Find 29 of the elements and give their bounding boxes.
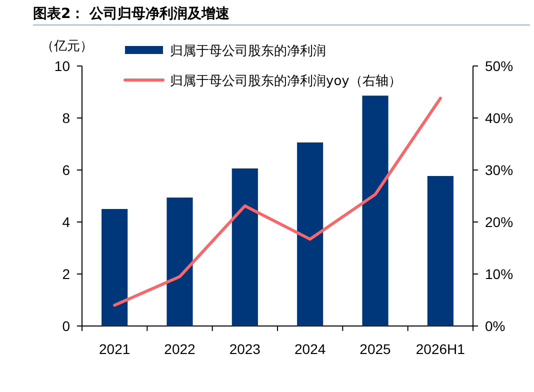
- y-axis-title: （亿元）: [41, 39, 93, 54]
- bar: [362, 96, 388, 326]
- y-tick-label: 10: [54, 58, 70, 74]
- y2-tick-label: 40%: [485, 110, 514, 126]
- x-tick-label: 2023: [229, 341, 261, 357]
- line-series: [113, 96, 442, 307]
- x-tick-label: 2024: [294, 341, 326, 357]
- y-tick-label: 6: [62, 162, 70, 178]
- y2-tick-label: 50%: [485, 58, 514, 74]
- y-tick-label: 8: [62, 110, 70, 126]
- bar: [102, 209, 128, 326]
- y2-tick-label: 0%: [485, 318, 506, 334]
- y2-tick-label: 10%: [485, 266, 514, 282]
- y2-tick-label: 20%: [485, 214, 514, 230]
- bar: [166, 198, 193, 326]
- bar: [232, 168, 258, 326]
- x-tick-label: 2025: [360, 341, 392, 357]
- legend-label: 归属于母公司股东的净利润: [170, 44, 326, 59]
- y-tick-label: 0: [62, 318, 70, 334]
- x-tick-label: 2022: [164, 341, 196, 357]
- x-tick-label: 2021: [99, 341, 130, 357]
- y-tick-label: 2: [62, 266, 70, 282]
- legend-label: 归属于母公司股东的净利润yoy（右轴）: [170, 74, 402, 89]
- y2-tick-label: 30%: [485, 162, 514, 178]
- bar: [297, 142, 324, 326]
- chart-title: 图表2： 公司归母净利润及增速: [33, 5, 231, 22]
- x-tick-label: 2026H1: [416, 341, 466, 357]
- y-tick-label: 4: [62, 214, 70, 230]
- bar: [427, 176, 454, 326]
